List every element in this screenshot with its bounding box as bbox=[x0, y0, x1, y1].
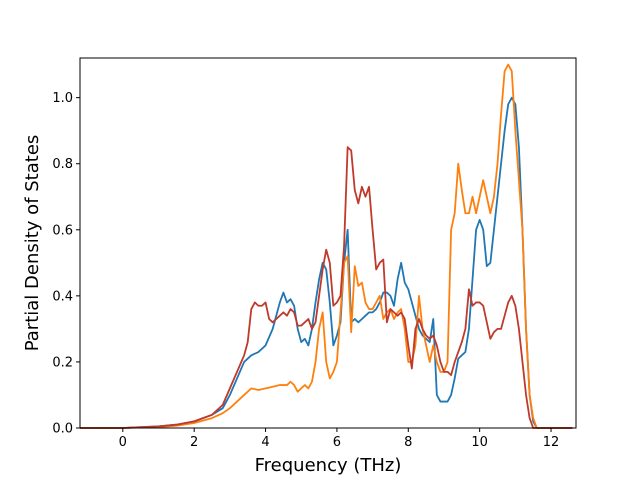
y-tick-label: 0.2 bbox=[52, 355, 73, 370]
x-tick-label: 4 bbox=[261, 435, 269, 450]
x-tick-label: 6 bbox=[333, 435, 341, 450]
tick-layer: 0 2 4 6 8 10 12 0.0 0.2 0.4 0.6 0.8 1.0 bbox=[52, 91, 559, 450]
y-tick-label: 0.0 bbox=[52, 422, 73, 437]
x-tick-label: 12 bbox=[543, 435, 560, 450]
x-tick-label: 8 bbox=[404, 435, 412, 450]
x-tick-label: 10 bbox=[471, 435, 488, 450]
series-line-3 bbox=[80, 146, 573, 429]
y-tick-label: 0.4 bbox=[52, 289, 73, 304]
y-tick-label: 1.0 bbox=[52, 91, 73, 106]
x-tick-label: 0 bbox=[119, 435, 127, 450]
plot-frame bbox=[79, 57, 577, 429]
y-tick-label: 0.6 bbox=[52, 223, 73, 238]
x-tick-label: 2 bbox=[190, 435, 198, 450]
series-layer bbox=[80, 63, 573, 429]
y-axis-label: Partial Density of States bbox=[22, 135, 43, 352]
y-tick-label: 0.8 bbox=[52, 157, 73, 172]
x-axis-label: Frequency (THz) bbox=[255, 455, 402, 476]
